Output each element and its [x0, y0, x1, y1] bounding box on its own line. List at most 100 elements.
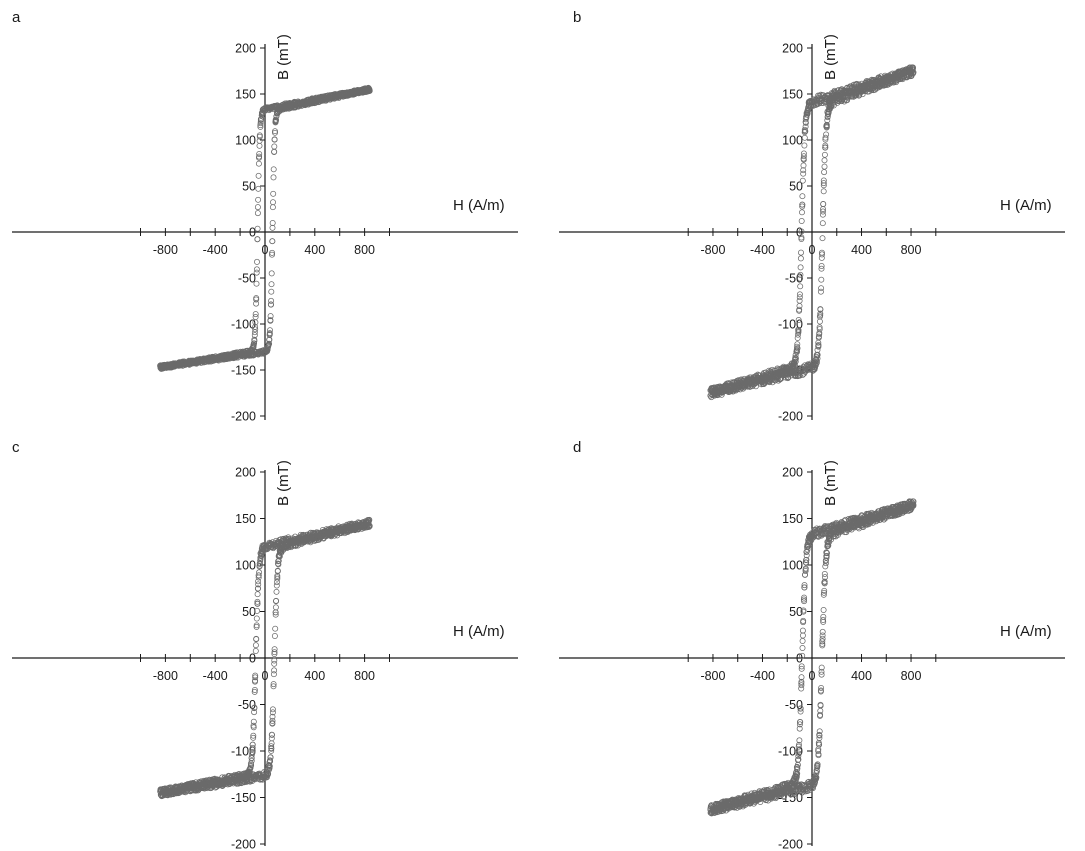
data-point — [859, 87, 866, 94]
data-point — [753, 372, 760, 379]
data-point — [795, 750, 802, 757]
data-point — [272, 604, 279, 611]
scatter-points — [707, 498, 917, 817]
data-point — [877, 73, 884, 80]
data-point — [797, 264, 804, 271]
data-point — [250, 344, 257, 351]
data-point — [271, 633, 278, 639]
data-point — [803, 559, 810, 566]
data-point — [269, 251, 275, 258]
data-point — [252, 672, 259, 679]
x-tick-label: 400 — [304, 243, 325, 257]
data-point — [267, 754, 274, 761]
data-point — [255, 581, 262, 588]
data-point — [804, 788, 811, 794]
data-point — [818, 265, 825, 272]
data-point — [854, 521, 861, 528]
data-point — [818, 263, 825, 269]
data-point — [796, 303, 803, 309]
data-point — [253, 615, 260, 622]
data-point — [271, 136, 278, 143]
data-point — [800, 167, 807, 174]
data-point — [823, 131, 830, 138]
data-point — [257, 120, 264, 127]
data-point — [793, 773, 800, 780]
data-point — [265, 770, 272, 777]
data-point — [813, 767, 820, 774]
data-point — [794, 345, 801, 352]
panel-label: a — [12, 9, 21, 26]
data-point — [794, 348, 800, 355]
data-point — [814, 351, 821, 358]
data-point — [821, 169, 828, 176]
data-point — [795, 327, 802, 334]
data-point — [797, 255, 804, 262]
y-tick-label: 150 — [782, 512, 803, 526]
data-point — [821, 151, 828, 158]
data-point — [272, 128, 278, 135]
data-point — [798, 228, 805, 235]
data-point — [814, 355, 821, 362]
data-point — [270, 199, 276, 206]
data-point — [251, 709, 258, 716]
data-point — [802, 128, 809, 135]
data-point — [798, 665, 805, 672]
data-point — [798, 218, 805, 224]
data-point — [269, 717, 276, 724]
data-point — [249, 749, 256, 755]
data-point — [794, 341, 801, 348]
data-point — [800, 150, 807, 157]
data-point — [797, 283, 804, 290]
data-point — [797, 719, 804, 725]
data-point — [821, 571, 828, 577]
data-point — [812, 773, 818, 780]
data-point — [797, 275, 804, 282]
data-point — [267, 313, 274, 320]
x-tick-label: 400 — [851, 669, 872, 683]
data-point — [251, 704, 258, 711]
data-point — [257, 122, 264, 129]
data-point — [817, 288, 824, 295]
data-point — [266, 330, 273, 337]
panel-label: c — [12, 439, 20, 456]
y-axis-title: B (mT) — [275, 34, 292, 80]
data-point — [254, 600, 261, 607]
data-point — [816, 732, 823, 739]
data-point — [797, 271, 804, 278]
data-point — [819, 638, 826, 645]
data-point — [822, 563, 829, 570]
data-point — [254, 225, 261, 232]
data-point — [802, 119, 809, 126]
data-point — [250, 732, 257, 739]
data-point — [820, 180, 827, 187]
data-point — [251, 336, 258, 343]
data-point — [253, 623, 260, 630]
data-point — [255, 172, 262, 179]
data-point — [257, 116, 264, 123]
data-point — [254, 210, 261, 217]
data-point — [255, 572, 262, 579]
chart-panel-c: c-800 -400 0 400 800-200-150-100-50050100150… — [12, 439, 518, 851]
data-point — [274, 575, 281, 582]
y-tick-label: 100 — [235, 134, 256, 148]
data-point — [904, 71, 911, 78]
data-point — [800, 162, 807, 169]
data-point — [268, 743, 275, 750]
data-point — [255, 196, 262, 203]
data-point — [834, 87, 841, 94]
y-tick-label: 200 — [235, 466, 256, 480]
data-point — [800, 170, 807, 177]
data-point — [253, 296, 260, 303]
data-point — [801, 142, 808, 149]
data-point — [792, 356, 799, 362]
data-point — [269, 709, 276, 716]
data-point — [249, 744, 256, 751]
data-point — [816, 324, 823, 331]
data-point — [880, 513, 887, 520]
data-point — [822, 134, 829, 141]
data-point — [270, 190, 277, 197]
data-point — [270, 681, 277, 688]
data-point — [267, 758, 274, 765]
x-tick-label: 800 — [354, 669, 375, 683]
y-tick-label: 200 — [782, 466, 803, 480]
